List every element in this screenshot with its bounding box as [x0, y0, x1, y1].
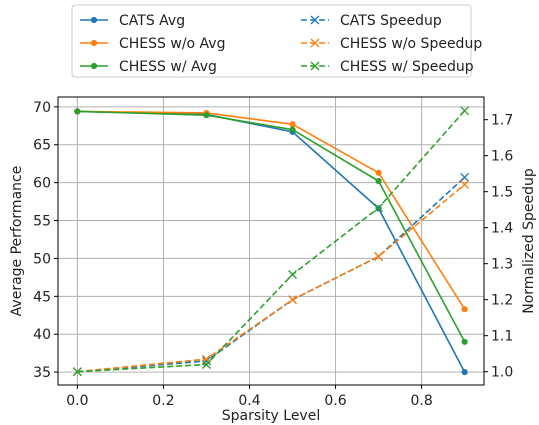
y2-tick-label: 1.0: [491, 365, 513, 381]
legend-label: CHESS w/ Avg: [119, 59, 217, 75]
y2-tick-label: 1.3: [491, 257, 513, 273]
legend-marker: [90, 16, 98, 24]
marker-stroke: [288, 295, 297, 305]
data-point: [375, 178, 382, 185]
data-point: [374, 203, 384, 213]
legend-label: CHESS w/o Avg: [119, 36, 225, 52]
y-tick-label: 50: [33, 251, 51, 267]
x-tick-label: 0.6: [324, 393, 346, 409]
data-point: [461, 369, 468, 376]
grid: [58, 97, 484, 385]
legend-marker: [310, 61, 320, 71]
legend-label: CHESS w/o Speedup: [340, 36, 482, 52]
y-axis-ticks: 35 40 45 50 55 60 65 70: [33, 100, 58, 381]
series-5: [72, 106, 470, 377]
marker-stroke: [72, 367, 82, 377]
data-point: [201, 360, 211, 369]
y-tick-label: 65: [33, 138, 51, 154]
data-point: [374, 252, 384, 261]
marker-stroke: [460, 172, 470, 182]
data-point: [201, 356, 211, 366]
data-point: [461, 338, 468, 345]
marker-stroke: [201, 356, 211, 366]
x-tick-label: 0.2: [152, 393, 174, 409]
data-point: [74, 108, 81, 115]
y2-tick-label: 1.1: [491, 329, 513, 345]
y-tick-label: 60: [33, 176, 51, 192]
data-point: [461, 306, 468, 313]
data-point: [289, 126, 296, 133]
x-axis-ticks: 0.0 0.2 0.4 0.6 0.8: [66, 385, 433, 409]
legend-box: [71, 4, 472, 78]
legend-label: CATS Speedup: [340, 13, 442, 29]
legend-entry: CHESS w/ Speedup: [301, 59, 474, 75]
data-point: [288, 295, 297, 305]
x-tick-label: 0.8: [410, 393, 432, 409]
data-point: [460, 172, 470, 182]
marker-stroke: [310, 38, 320, 48]
marker-stroke: [201, 360, 211, 369]
legend-label: CATS Avg: [119, 13, 185, 29]
legend-entry: CHESS w/o Avg: [80, 36, 225, 52]
legend-entry: CATS Avg: [80, 13, 185, 29]
y-tick-label: 55: [33, 214, 51, 230]
plot-frame: [57, 96, 485, 386]
marker-stroke: [288, 270, 297, 279]
x-tick-label: 0.0: [66, 393, 88, 409]
y2-tick-label: 1.2: [491, 293, 513, 309]
y2-tick-label: 1.4: [491, 221, 513, 237]
legend-marker: [310, 38, 320, 48]
data-point: [460, 106, 470, 116]
series-lines: [72, 106, 470, 377]
marker-stroke: [310, 61, 320, 71]
data-point: [72, 367, 82, 377]
marker-stroke: [374, 252, 384, 261]
data-point: [203, 112, 210, 119]
y-tick-label: 45: [33, 289, 51, 305]
y2-tick-label: 1.7: [491, 113, 513, 129]
y2-tick-label: 1.6: [491, 149, 513, 165]
marker-stroke: [310, 15, 320, 25]
y2-axis-ticks: 1.0 1.1 1.2 1.3 1.4 1.5 1.6 1.7: [484, 113, 513, 381]
legend-marker: [310, 15, 320, 25]
legend-marker: [90, 62, 98, 70]
series-2: [74, 108, 468, 345]
legend-entry: CHESS w/ Avg: [80, 59, 217, 75]
y2-axis-label: Normalized Speedup: [521, 168, 537, 314]
legend: CATS Avg CHESS w/o Avg CHESS w/ Avg CATS Sp…: [71, 4, 482, 78]
y-tick-label: 70: [33, 100, 51, 116]
marker-stroke: [374, 203, 384, 213]
data-point: [288, 270, 297, 279]
data-point: [460, 180, 470, 189]
legend-entry: CHESS w/o Speedup: [301, 36, 482, 52]
y-tick-label: 40: [33, 327, 51, 343]
x-tick-label: 0.4: [238, 393, 260, 409]
y2-tick-label: 1.5: [491, 185, 513, 201]
legend-entry: CATS Speedup: [301, 13, 442, 29]
legend-marker: [90, 39, 98, 47]
data-point: [289, 121, 296, 128]
marker-stroke: [460, 106, 470, 116]
x-axis-label: Sparsity Level: [222, 408, 320, 424]
legend-label: CHESS w/ Speedup: [340, 59, 474, 75]
y-tick-label: 35: [33, 365, 51, 381]
marker-stroke: [460, 180, 470, 189]
y-axis-label: Average Performance: [9, 166, 25, 317]
data-point: [375, 169, 382, 176]
